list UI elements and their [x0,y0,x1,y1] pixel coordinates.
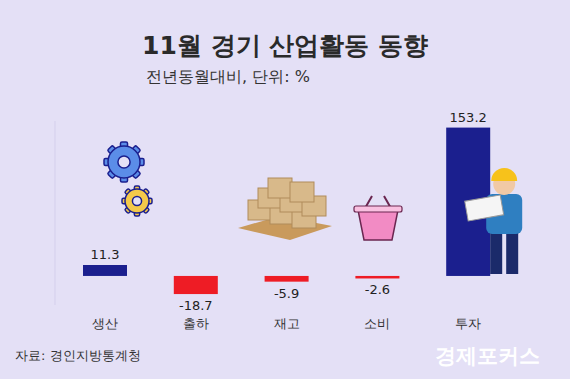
data-label: -18.7 [179,298,213,313]
logo: 경제포커스 [435,344,540,368]
basket [358,210,398,240]
basket-rim [354,206,402,212]
worker-illustration [465,168,522,274]
bar [355,276,399,279]
title: 11월 경기 산업활동 동향 [142,31,428,60]
category-label: 소비 [364,316,390,331]
data-label: -2.6 [365,282,390,297]
box [268,178,292,198]
bar [174,276,218,294]
category-label: 생산 [92,316,118,331]
bars [83,128,490,294]
bar [83,265,127,276]
bar [265,276,309,282]
gear-hole [132,196,141,205]
decorations [104,142,402,240]
data-label: 153.2 [450,110,487,125]
box [290,182,314,202]
worker-blueprint [465,195,504,221]
gear-body [108,146,140,178]
data-label: 11.3 [91,247,120,262]
source-note: 자료: 경인지방통계청 [15,348,141,363]
category-label: 투자 [455,316,481,331]
data-label: -5.9 [274,286,299,301]
value-axis-line [55,121,56,305]
background [0,0,570,379]
category-label: 재고 [274,316,300,331]
gear-icon [104,142,144,182]
gear-icon [122,186,152,216]
gear-body [125,189,149,213]
worker-helmet [491,168,517,181]
subtitle: 전년동월대비, 단위: % [146,67,310,86]
gear-hole [118,156,130,168]
category-label: 출하 [183,316,209,331]
